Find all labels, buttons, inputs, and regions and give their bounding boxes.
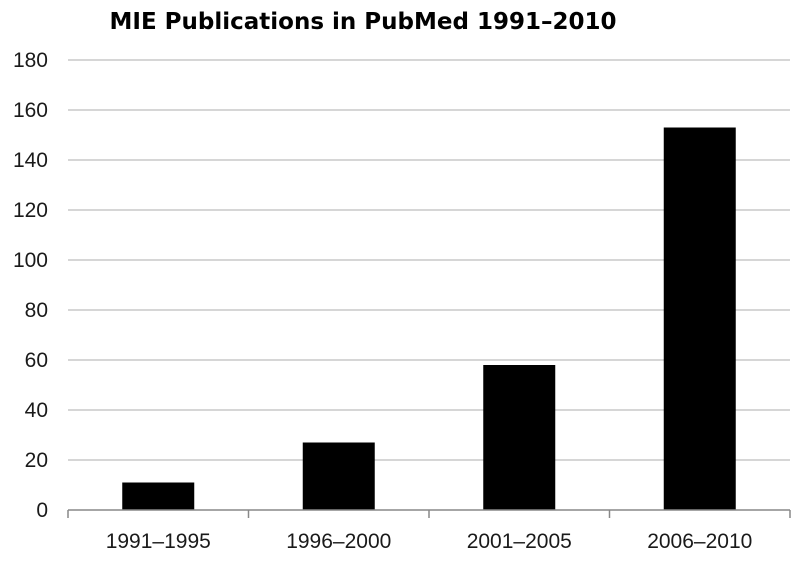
x-tick-label: 2006–2010 [647, 530, 752, 553]
y-tick-label: 80 [25, 299, 48, 322]
y-tick-label: 60 [25, 349, 48, 372]
bars [122, 127, 736, 510]
y-tick-label: 20 [25, 449, 48, 472]
bar [663, 127, 736, 510]
bar [302, 442, 375, 510]
y-tick-label: 140 [13, 149, 48, 172]
x-tick-label: 2001–2005 [467, 530, 572, 553]
y-tick-label: 40 [25, 399, 48, 422]
bar [122, 482, 195, 510]
y-tick-label: 160 [13, 99, 48, 122]
gridlines [68, 59, 790, 461]
x-tick-label: 1991–1995 [106, 530, 211, 553]
y-tick-label: 180 [13, 49, 48, 72]
chart-title: MIE Publications in PubMed 1991–2010 [110, 9, 617, 35]
bar [483, 365, 556, 510]
y-tick-label: 120 [13, 199, 48, 222]
x-axis-ticks: 1991–1995 1996–2000 2001–2005 2006–2010 [106, 530, 753, 553]
y-axis-ticks: 0 20 40 60 80 100 120 140 160 180 [13, 49, 48, 522]
y-tick-label: 0 [36, 499, 48, 522]
x-axis [67, 509, 791, 518]
y-tick-label: 100 [13, 249, 48, 272]
x-tick-label: 1996–2000 [286, 530, 391, 553]
